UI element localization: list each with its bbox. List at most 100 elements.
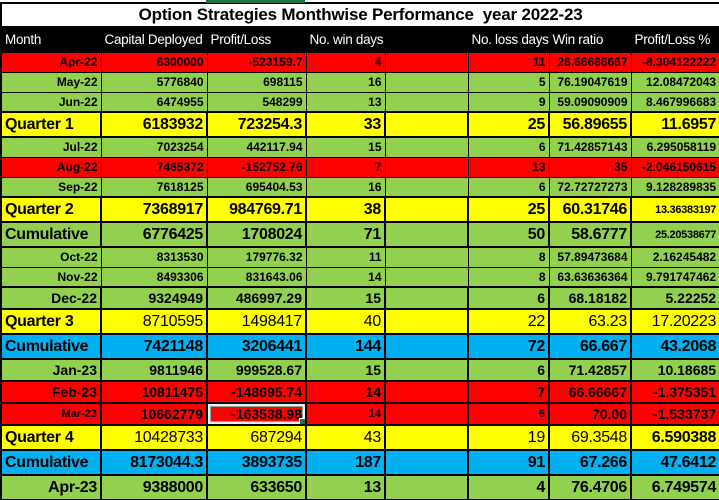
month-cell[interactable]: Mar-23: [0, 402, 102, 426]
value-cell[interactable]: [384, 449, 469, 476]
value-cell[interactable]: 63.23: [548, 308, 632, 335]
value-cell[interactable]: 1708024: [206, 221, 307, 248]
value-cell[interactable]: 43: [305, 424, 386, 451]
value-cell[interactable]: 1498417: [206, 308, 307, 335]
value-cell[interactable]: 187: [305, 449, 386, 476]
value-cell[interactable]: [384, 333, 469, 360]
value-cell[interactable]: 72: [467, 333, 550, 360]
value-cell[interactable]: 43.2068: [629, 333, 719, 360]
table-title[interactable]: Option Strategies Monthwise Performance …: [0, 2, 719, 28]
value-cell[interactable]: [384, 358, 469, 382]
value-cell[interactable]: 10428733: [100, 424, 208, 451]
value-cell[interactable]: -8.304122222: [630, 51, 719, 73]
value-cell[interactable]: 7618125: [100, 176, 208, 198]
value-cell[interactable]: 35: [548, 156, 632, 178]
value-cell[interactable]: 6183932: [100, 111, 208, 138]
value-cell[interactable]: 723254.3: [206, 111, 307, 138]
value-cell[interactable]: 13: [305, 91, 386, 113]
value-cell[interactable]: 8173044.3: [100, 449, 208, 476]
value-cell[interactable]: 15: [305, 136, 386, 158]
value-cell[interactable]: 6300000: [100, 51, 208, 73]
month-cell[interactable]: Apr-22: [0, 51, 102, 73]
value-cell[interactable]: 6.749574: [629, 474, 719, 500]
value-cell[interactable]: -148695.74: [206, 380, 307, 404]
value-cell[interactable]: 2.16245482: [630, 246, 719, 268]
value-cell[interactable]: -523159.7: [206, 51, 307, 73]
value-cell[interactable]: 15: [305, 286, 386, 310]
value-cell[interactable]: [384, 286, 469, 310]
value-cell[interactable]: [384, 91, 469, 113]
value-cell[interactable]: 13.36383197: [629, 196, 719, 223]
value-cell[interactable]: 11: [467, 51, 550, 73]
value-cell[interactable]: [384, 402, 469, 426]
value-cell[interactable]: 5776840: [100, 71, 208, 93]
value-cell[interactable]: 4: [467, 474, 550, 500]
value-cell[interactable]: [384, 474, 469, 500]
value-cell[interactable]: 19: [467, 424, 550, 451]
value-cell[interactable]: 7023254: [100, 136, 208, 158]
column-header-blank[interactable]: [384, 26, 469, 53]
value-cell[interactable]: [384, 266, 469, 288]
value-cell[interactable]: [384, 176, 469, 198]
month-cell[interactable]: Quarter 3: [0, 308, 102, 335]
value-cell[interactable]: 6: [467, 358, 550, 382]
value-cell[interactable]: 14: [305, 380, 386, 404]
value-cell[interactable]: 22: [467, 308, 550, 335]
month-cell[interactable]: Jan-23: [0, 358, 102, 382]
value-cell[interactable]: [384, 221, 469, 248]
column-header-win-ratio[interactable]: Win ratio: [548, 26, 632, 53]
value-cell[interactable]: 6: [467, 286, 550, 310]
value-cell[interactable]: 71.42857: [548, 358, 632, 382]
value-cell[interactable]: 11: [305, 246, 386, 268]
value-cell[interactable]: 633650: [206, 474, 307, 500]
value-cell[interactable]: 7465372: [100, 156, 208, 178]
value-cell[interactable]: 698115: [206, 71, 307, 93]
value-cell[interactable]: 548299: [206, 91, 307, 113]
month-cell[interactable]: Aug-22: [0, 156, 102, 178]
value-cell[interactable]: [384, 156, 469, 178]
value-cell[interactable]: 9388000: [100, 474, 208, 500]
value-cell[interactable]: 25: [467, 111, 550, 138]
value-cell[interactable]: 72.72727273: [548, 176, 632, 198]
value-cell[interactable]: 33: [305, 111, 386, 138]
value-cell[interactable]: 6: [467, 402, 550, 426]
value-cell[interactable]: 70.00: [548, 402, 632, 426]
value-cell[interactable]: 8: [467, 266, 550, 288]
month-cell[interactable]: Apr-23: [0, 474, 102, 500]
value-cell[interactable]: 14: [305, 402, 386, 426]
value-cell[interactable]: 5: [467, 71, 550, 93]
value-cell[interactable]: 13: [467, 156, 550, 178]
value-cell[interactable]: 14: [305, 266, 386, 288]
value-cell[interactable]: 69.3548: [548, 424, 632, 451]
value-cell[interactable]: -1.375351: [629, 380, 719, 404]
value-cell[interactable]: [384, 424, 469, 451]
value-cell[interactable]: 71: [305, 221, 386, 248]
value-cell[interactable]: 71.42857143: [548, 136, 632, 158]
value-cell[interactable]: 5.22252: [629, 286, 719, 310]
value-cell[interactable]: 16: [305, 176, 386, 198]
value-cell[interactable]: 9811946: [100, 358, 208, 382]
value-cell[interactable]: 16: [305, 71, 386, 93]
value-cell[interactable]: 7421148: [100, 333, 208, 360]
value-cell[interactable]: 831643.06: [206, 266, 307, 288]
value-cell[interactable]: 144: [305, 333, 386, 360]
value-cell[interactable]: 7: [305, 156, 386, 178]
value-cell[interactable]: 6474955: [100, 91, 208, 113]
month-cell[interactable]: Feb-23: [0, 380, 102, 404]
month-cell[interactable]: May-22: [0, 71, 102, 93]
value-cell[interactable]: 68.18182: [548, 286, 632, 310]
value-cell[interactable]: 11.6957: [629, 111, 719, 138]
value-cell[interactable]: 999528.67: [206, 358, 307, 382]
value-cell[interactable]: 7: [467, 380, 550, 404]
value-cell[interactable]: -163538.98: [206, 402, 307, 426]
value-cell[interactable]: 66.667: [548, 333, 632, 360]
value-cell[interactable]: 3893735: [206, 449, 307, 476]
value-cell[interactable]: 442117.94: [206, 136, 307, 158]
value-cell[interactable]: 76.4706: [548, 474, 632, 500]
value-cell[interactable]: 40: [305, 308, 386, 335]
value-cell[interactable]: [384, 196, 469, 223]
value-cell[interactable]: 50: [467, 221, 550, 248]
value-cell[interactable]: [384, 136, 469, 158]
value-cell[interactable]: -1.533737: [629, 402, 719, 426]
column-header-no-loss-days[interactable]: No. loss days: [467, 26, 550, 53]
